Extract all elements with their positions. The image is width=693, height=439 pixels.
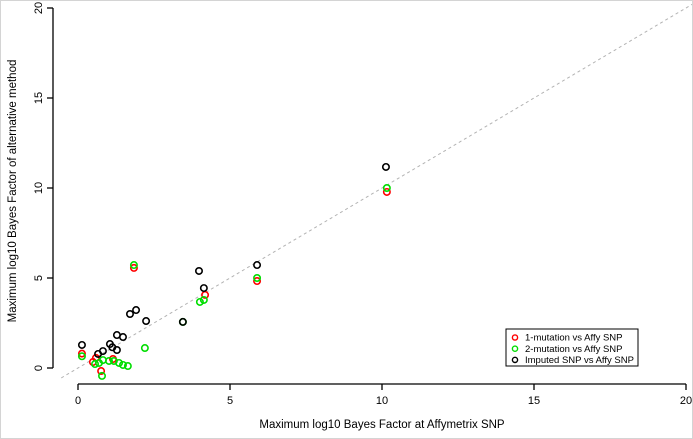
data-point xyxy=(194,266,203,275)
data-point xyxy=(123,362,132,371)
data-point xyxy=(140,344,149,353)
data-point xyxy=(91,360,100,369)
data-point xyxy=(142,317,151,326)
y-tick-label: 20 xyxy=(33,2,45,14)
x-tick-label: 10 xyxy=(376,395,388,407)
data-point xyxy=(125,309,134,318)
data-point xyxy=(98,371,107,380)
data-point xyxy=(118,333,127,342)
series-1-mutation xyxy=(77,187,391,376)
legend-swatch xyxy=(511,345,519,353)
series-imputed xyxy=(77,162,390,358)
data-point xyxy=(115,358,124,367)
x-tick-label: 15 xyxy=(528,395,540,407)
x-tick-label: 0 xyxy=(75,395,81,407)
data-point xyxy=(195,297,204,306)
data-point xyxy=(199,295,208,304)
legend-swatch xyxy=(511,334,519,341)
data-point xyxy=(105,356,114,365)
data-point xyxy=(253,261,262,270)
legend-label: 2-mutation vs Affy SNP xyxy=(525,344,623,355)
data-point xyxy=(178,317,187,326)
data-point xyxy=(132,306,141,315)
data-point xyxy=(381,162,390,171)
legend-swatch xyxy=(511,356,519,364)
y-tick-label: 10 xyxy=(33,182,45,194)
x-tick-label: 20 xyxy=(680,395,692,407)
data-point xyxy=(77,352,86,361)
data-point xyxy=(129,261,138,270)
data-point xyxy=(382,187,391,196)
x-tick-label: 5 xyxy=(227,395,233,407)
data-point xyxy=(77,340,86,349)
data-point xyxy=(98,347,107,356)
data-point xyxy=(199,284,208,293)
data-point xyxy=(97,367,106,376)
data-point xyxy=(112,345,121,354)
series-2-mutation xyxy=(77,184,391,380)
data-point xyxy=(118,360,127,369)
y-axis-title: Maximum log10 Bayes Factor of alternativ… xyxy=(7,60,19,323)
data-point xyxy=(253,273,262,282)
data-point xyxy=(77,349,86,358)
y-tick-label: 0 xyxy=(33,365,45,371)
y-tick-label: 15 xyxy=(33,92,45,104)
data-point xyxy=(253,277,262,286)
identity-line xyxy=(61,3,692,379)
legend-box xyxy=(505,328,639,367)
legend-label: Imputed SNP vs Affy SNP xyxy=(525,355,634,366)
data-point xyxy=(129,263,138,272)
x-axis-title: Maximum log10 Bayes Factor at Affymetrix… xyxy=(259,419,505,431)
data-point xyxy=(382,184,391,193)
y-tick-label: 5 xyxy=(33,275,45,281)
legend-label: 1-mutation vs Affy SNP xyxy=(525,333,623,344)
